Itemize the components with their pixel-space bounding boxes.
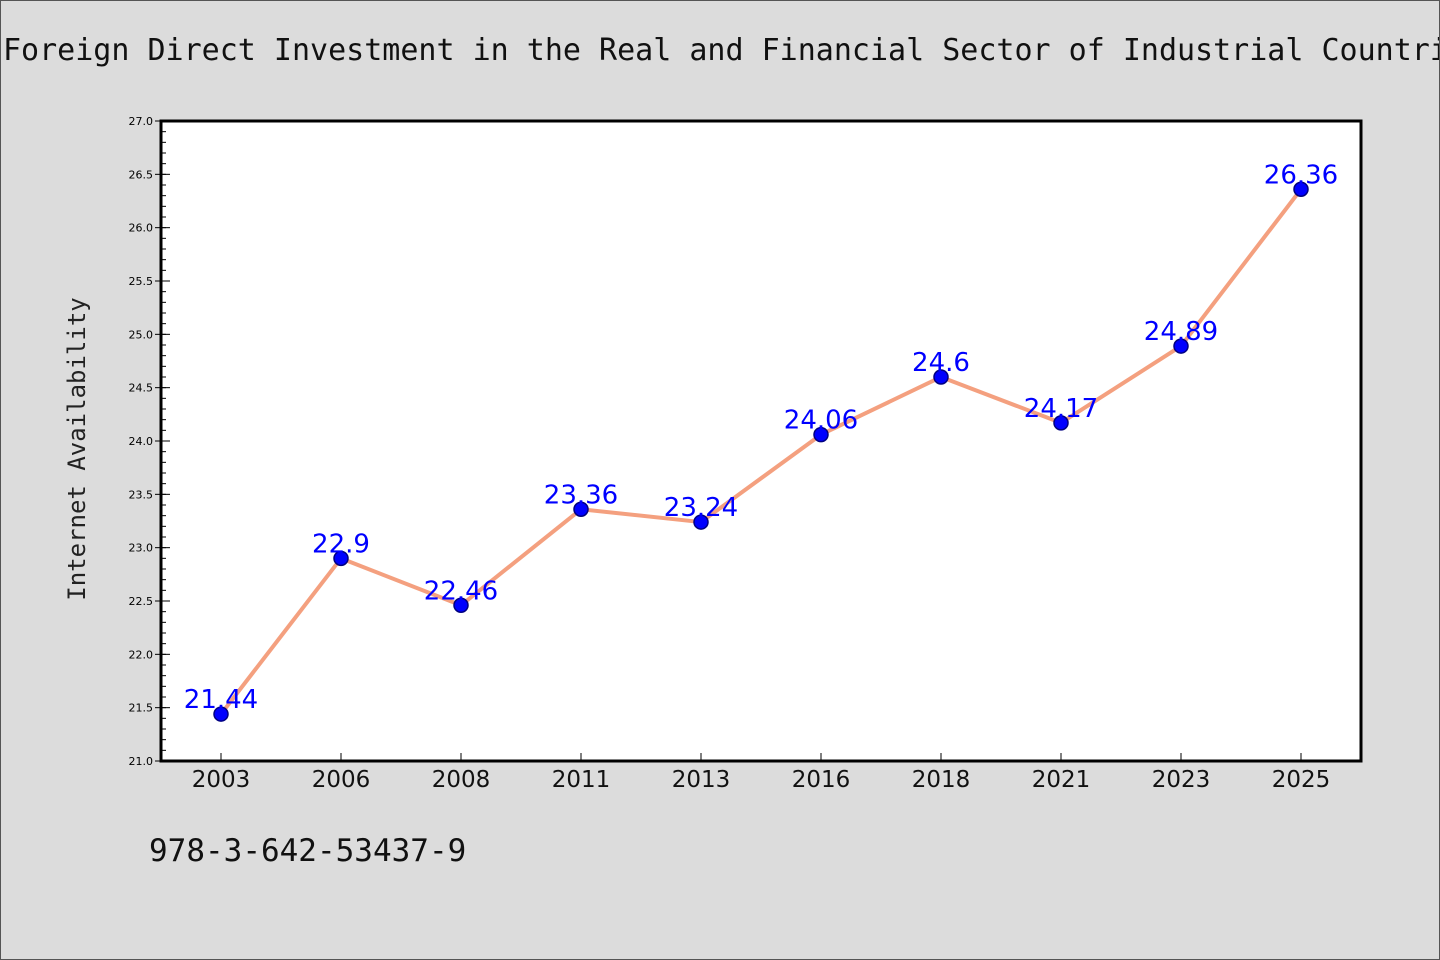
x-tick-label: 2021 [1032, 767, 1091, 793]
x-tick-label: 2006 [312, 767, 371, 793]
y-tick-label: 21.5 [129, 702, 154, 715]
data-label: 23.36 [544, 480, 618, 510]
data-point [213, 706, 229, 722]
x-tick-label: 2016 [792, 767, 851, 793]
y-tick-label: 27.0 [129, 115, 154, 128]
y-tick-label: 24.0 [129, 435, 154, 448]
x-tick-label: 2018 [912, 767, 971, 793]
x-tick-label: 2008 [432, 767, 491, 793]
data-point [333, 550, 349, 567]
y-tick-label: 25.5 [129, 275, 154, 288]
y-tick-label: 22.5 [129, 595, 154, 608]
data-point [1053, 415, 1069, 431]
x-tick-label: 2025 [1272, 767, 1331, 793]
data-point [1293, 181, 1309, 198]
plot-area: 21.0 21.5 22.0 22.5 23.0 23.5 24.0 24.5 25.0 25.5… [63, 115, 1363, 793]
x-tick-label: 2013 [672, 767, 731, 793]
y-tick-label: 23.0 [129, 542, 154, 555]
x-tick-label: 2011 [552, 767, 611, 793]
data-point [813, 426, 829, 443]
x-tick-label: 2003 [192, 767, 251, 793]
data-point [453, 597, 469, 614]
y-tick-label: 24.5 [129, 382, 154, 395]
data-label: 24.17 [1024, 394, 1098, 424]
data-point [933, 369, 949, 385]
y-tick-label: 25.0 [129, 328, 154, 341]
data-label: 24.06 [784, 406, 858, 436]
series-line [219, 187, 1303, 717]
data-label: 22.46 [424, 576, 498, 606]
data-point [693, 514, 709, 530]
data-label: 26.36 [1264, 160, 1338, 190]
y-tick-label: 22.0 [129, 648, 154, 661]
y-tick-label: 23.5 [129, 488, 154, 501]
footer-code: 978-3-642-53437-9 [149, 833, 467, 869]
y-tick-label: 26.5 [129, 168, 154, 181]
chart-title: Foreign Direct Investment in the Real an… [3, 33, 1440, 68]
y-axis-label: Internet Availability [63, 297, 91, 600]
data-label: 23.24 [664, 493, 738, 523]
data-label: 22.9 [312, 529, 370, 559]
data-point [1173, 338, 1189, 354]
y-tick-label: 21.0 [129, 755, 154, 768]
data-point [573, 501, 589, 518]
y-tick-label: 26.0 [129, 222, 154, 235]
data-label: 24.6 [912, 348, 970, 378]
data-label: 21.44 [184, 685, 258, 715]
plot-frame [159, 119, 1363, 763]
data-label: 24.89 [1144, 317, 1218, 347]
x-tick-label: 2023 [1152, 767, 1211, 793]
